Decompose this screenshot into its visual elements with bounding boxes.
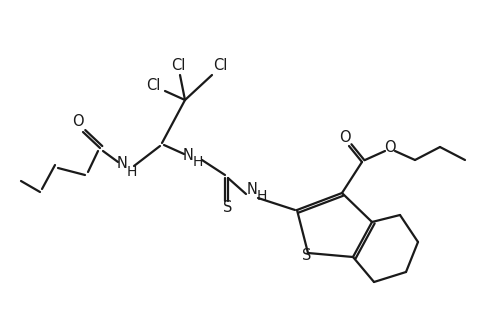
Text: N: N <box>116 157 128 171</box>
Text: S: S <box>224 200 232 216</box>
Text: O: O <box>384 140 396 156</box>
Text: O: O <box>339 131 351 146</box>
Text: N: N <box>246 183 258 197</box>
Text: N: N <box>182 147 194 163</box>
Text: Cl: Cl <box>171 57 185 73</box>
Text: Cl: Cl <box>213 57 227 73</box>
Text: Cl: Cl <box>146 77 160 93</box>
Text: H: H <box>193 155 203 169</box>
Text: H: H <box>127 165 137 179</box>
Text: S: S <box>302 248 312 262</box>
Text: H: H <box>257 189 267 203</box>
Text: O: O <box>72 114 84 130</box>
